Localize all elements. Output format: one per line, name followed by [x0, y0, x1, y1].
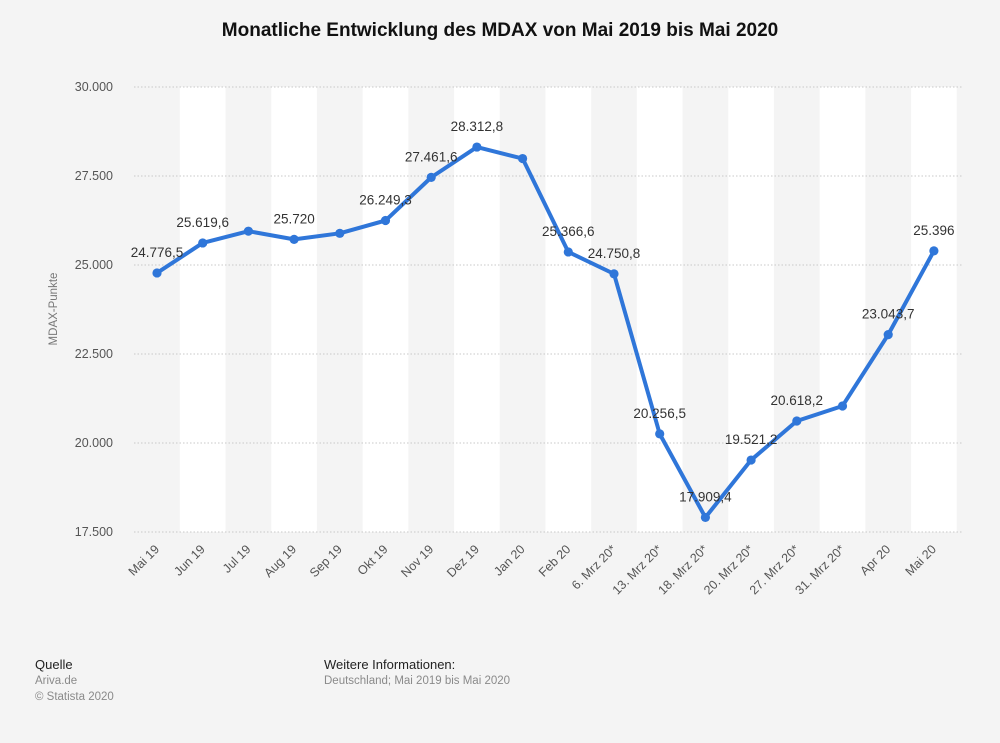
y-tick-label: 27.500: [75, 169, 113, 183]
info-block: Weitere Informationen: Deutschland; Mai …: [324, 657, 510, 689]
data-point: [563, 247, 573, 257]
series-line: [155, 145, 936, 520]
source-block: Quelle Ariva.de © Statista 2020: [35, 657, 114, 705]
data-point: [929, 246, 939, 256]
info-line: Deutschland; Mai 2019 bis Mai 2020: [324, 675, 511, 687]
x-tick-label: Apr 20: [857, 542, 893, 578]
copyright-line: © Statista 2020: [35, 691, 114, 703]
y-tick-label: 30.000: [75, 80, 113, 94]
x-tick-label: Aug 19: [261, 542, 299, 580]
grid-lines: [134, 86, 962, 533]
band-5: [362, 87, 409, 532]
x-tick-label: Jul 19: [220, 542, 254, 576]
x-tick-label: Jan 20: [491, 542, 527, 578]
data-point: [426, 172, 436, 182]
data-label: 20.618,2: [771, 393, 824, 408]
data-label: 17.909,4: [679, 489, 732, 504]
info-heading[interactable]: Weitere Informationen:: [324, 657, 456, 672]
data-label: 24.776,5: [131, 245, 184, 260]
alternating-bands: [179, 87, 957, 532]
series-layer: [152, 142, 939, 523]
x-axis-ticks: Mai 19 Jun 19 Jul 19 Aug 19 Sep 19 Okt 19 Nov …: [126, 542, 939, 597]
x-tick-label: Dez 19: [444, 542, 482, 580]
y-tick-label: 25.000: [75, 258, 113, 272]
x-tick-label: Mai 20: [903, 542, 939, 578]
y-tick-label: 20.000: [75, 436, 113, 450]
source-heading: Quelle: [35, 657, 73, 672]
y-tick-label: 17.500: [75, 525, 113, 539]
band-13: [728, 87, 774, 532]
data-point: [746, 455, 756, 465]
x-tick-label: Nov 19: [398, 542, 436, 580]
source-line[interactable]: Ariva.de: [35, 675, 78, 687]
data-point: [655, 429, 665, 439]
data-point: [380, 215, 391, 226]
band-15: [819, 87, 866, 532]
data-label: 25.366,6: [542, 224, 595, 239]
data-point: [700, 512, 711, 523]
data-label: 25.619,6: [176, 215, 229, 230]
data-point: [335, 228, 345, 238]
data-label: 24.750,8: [588, 246, 641, 261]
data-labels: 24.776,5 25.619,6 25.720 26.249,3 27.461,6 28…: [131, 119, 955, 504]
x-tick-label: Okt 19: [355, 542, 391, 578]
data-point: [883, 330, 893, 340]
data-label: 27.461,6: [405, 149, 458, 164]
data-point: [152, 268, 162, 278]
data-label: 25.720: [273, 211, 314, 226]
data-label: 26.249,3: [359, 193, 412, 208]
data-point: [472, 142, 482, 152]
y-tick-label: 22.500: [75, 347, 113, 361]
x-tick-label: Feb 20: [536, 542, 573, 579]
data-point: [243, 226, 253, 236]
band-3: [271, 87, 317, 532]
x-tick-label: 31. Mrz 20*: [793, 542, 848, 597]
band-9: [545, 87, 592, 532]
band-17: [911, 87, 957, 532]
data-label: 19.521,2: [725, 432, 778, 447]
y-axis-label: MDAX-Punkte: [48, 273, 60, 346]
data-point: [609, 269, 619, 279]
data-label: 20.256,5: [633, 406, 686, 421]
chart-title: Monatliche Entwicklung des MDAX von Mai …: [221, 20, 779, 41]
data-point: [198, 238, 208, 248]
data-point: [792, 416, 802, 426]
data-label: 25.396: [913, 223, 954, 238]
data-point: [289, 234, 299, 244]
data-label: 23.043,7: [862, 307, 915, 322]
data-point: [837, 401, 848, 411]
band-7: [454, 87, 500, 532]
data-point: [518, 153, 528, 164]
y-axis-ticks: 17.500 20.000 22.500 25.000 27.500 30.000: [75, 80, 113, 539]
x-tick-label: Mai 19: [126, 542, 162, 578]
data-label: 28.312,8: [451, 119, 504, 134]
x-tick-label: Sep 19: [307, 542, 345, 580]
x-tick-label: Jun 19: [171, 542, 207, 578]
band-1: [179, 87, 226, 532]
